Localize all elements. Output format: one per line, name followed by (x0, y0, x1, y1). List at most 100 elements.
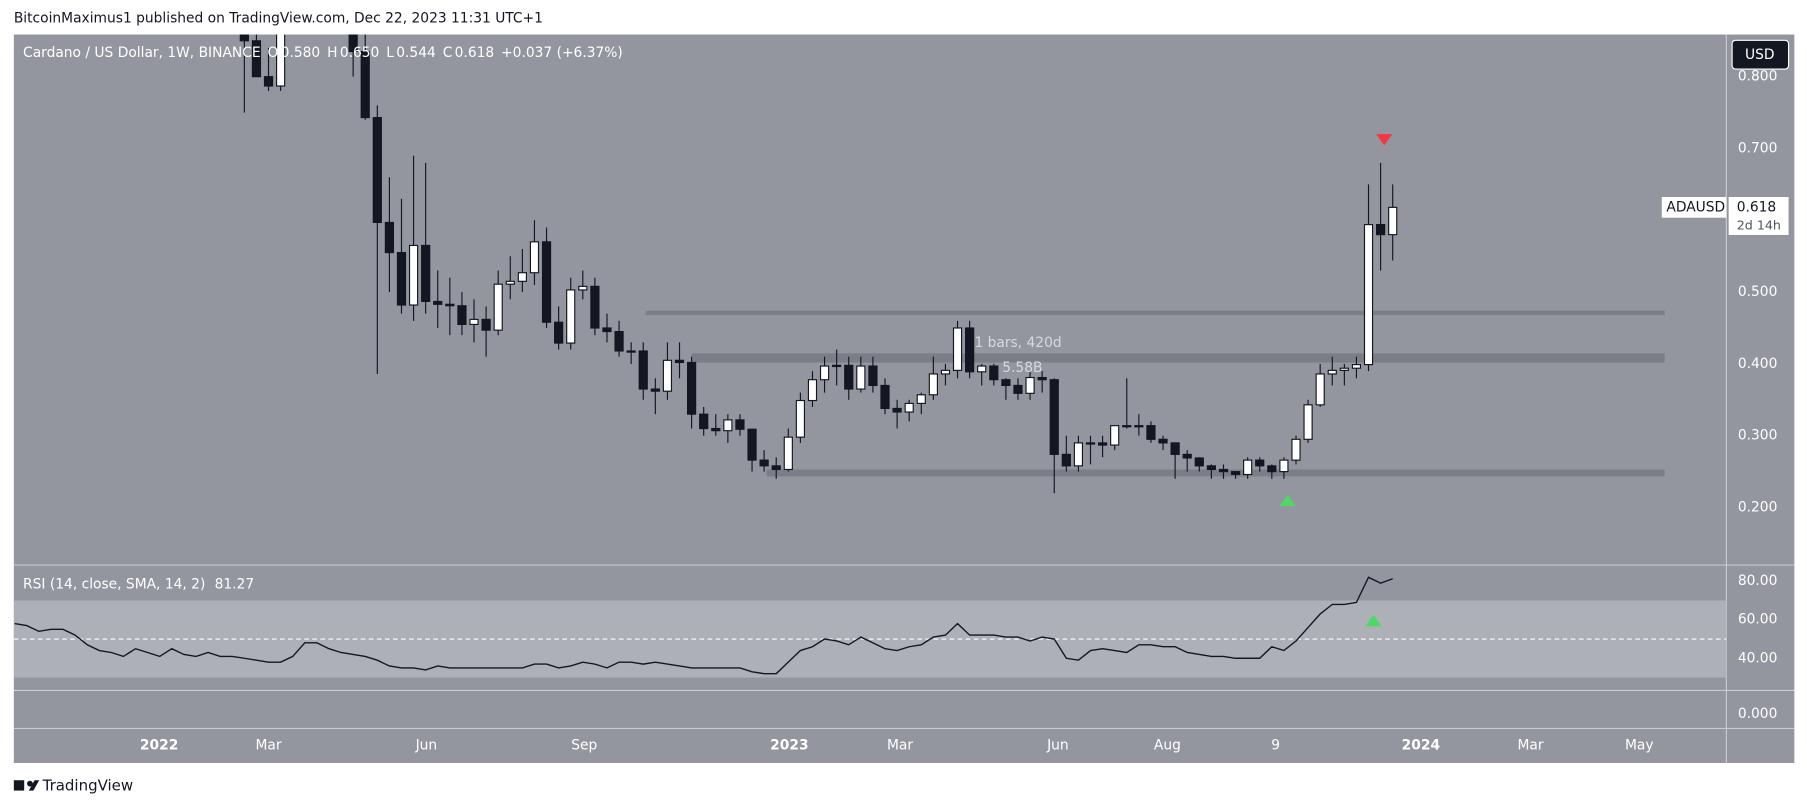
candle-body (445, 303, 455, 307)
symbol-title: Cardano / US Dollar, 1W, BINANCE (23, 45, 261, 61)
candle-body (1073, 442, 1084, 467)
candle-body (989, 365, 999, 381)
candle-body (1061, 453, 1071, 467)
y-tick-label: 0.700 (1738, 140, 1778, 156)
candle-body (578, 285, 588, 291)
candle-body (1230, 471, 1241, 476)
candle-body (662, 359, 673, 392)
candle-body (1122, 425, 1132, 428)
candle-body (433, 300, 443, 305)
candle-body (1037, 376, 1047, 381)
candle-body (771, 465, 781, 471)
x-tick-label: 2022 (140, 738, 178, 754)
candle-body (832, 364, 842, 368)
candle-body (892, 407, 902, 413)
candle-body (916, 394, 926, 404)
candle-body (1085, 442, 1096, 445)
candle-body (1025, 376, 1035, 394)
x-tick-label: Mar (887, 738, 913, 754)
symbol-tag (1661, 197, 1727, 218)
x-tick-label: Sep (571, 738, 597, 754)
footer-brand: TradingView (42, 776, 134, 794)
candle-body (1315, 373, 1325, 406)
candle-body (1376, 224, 1386, 236)
candle-body (493, 283, 503, 331)
ohlc-value: 0.618 (455, 45, 495, 61)
x-tick-label: Jun (1046, 738, 1069, 754)
candle-body (469, 318, 479, 325)
rsi-tick-label: 60.00 (1738, 612, 1778, 628)
signal-marker (1365, 614, 1382, 627)
ohlc-legend: Cardano / US Dollar, 1W, BINANCE O 0.580 H 0… (23, 45, 623, 61)
candle-body (1146, 425, 1156, 440)
candle-body (940, 369, 951, 375)
candle-body (1303, 404, 1313, 440)
rsi-value: 81.27 (215, 577, 255, 593)
candle-body (348, 34, 358, 53)
chart-layer: 1 bars, 420d 5.58B 0.800 0.700 0.500 0.400 0.3… (13, 34, 1789, 754)
x-tick-label: Mar (255, 738, 281, 754)
candle-body (1182, 453, 1192, 459)
candle-body (686, 361, 697, 415)
y-tick-label: 0.400 (1738, 356, 1778, 372)
candle-body (1267, 465, 1277, 473)
candle-body (554, 321, 564, 344)
rsi-tick-label: 40.00 (1738, 650, 1778, 666)
candle-body (505, 280, 515, 285)
currency-button[interactable] (1731, 39, 1790, 70)
ohlc-key: O (268, 45, 279, 61)
candle-body (868, 365, 878, 387)
candle-body (517, 272, 527, 282)
x-tick-label: Aug (1154, 738, 1181, 754)
logo-mark (13, 780, 25, 791)
candle-body (928, 373, 938, 396)
candle-body (783, 436, 793, 471)
candle-body (1255, 459, 1265, 467)
candle-body (699, 413, 709, 430)
candle-body (276, 34, 286, 87)
candle-body (650, 388, 660, 392)
candle-body (735, 419, 745, 430)
candle-body (251, 40, 262, 78)
candle-body (1279, 459, 1289, 473)
rsi-tick-label: 80.00 (1738, 573, 1778, 589)
candle-body (1351, 364, 1362, 369)
publisher-line: BitcoinMaximus1 published on TradingView… (14, 10, 543, 26)
candle-body (1363, 224, 1374, 366)
candle-body (904, 402, 914, 413)
candle-body (1134, 425, 1144, 428)
symbol-tag-label: ADAUSD (1666, 199, 1725, 215)
candle-body (807, 379, 818, 402)
pane-tick-label: 0.000 (1738, 706, 1778, 722)
y-tick-label: 0.500 (1738, 284, 1778, 300)
logo-mark (28, 780, 40, 791)
ohlc-key: H (327, 45, 337, 61)
candle-body (626, 350, 636, 353)
candle-body (819, 365, 830, 381)
candle-body (421, 244, 431, 303)
candle-body (965, 327, 975, 373)
candle-body (1243, 459, 1253, 476)
candle-body (372, 117, 382, 224)
candle-body (1206, 465, 1216, 471)
horizontal-zone (691, 353, 1665, 363)
candle-body (747, 428, 757, 461)
candle-body (1013, 384, 1023, 394)
candle-body (457, 305, 467, 325)
x-tick-label: 2024 (1402, 738, 1440, 754)
candle-body (844, 364, 854, 390)
candle-body (360, 50, 370, 119)
candle-body (1049, 379, 1059, 455)
candle-body (1110, 425, 1120, 446)
candle-body (602, 327, 612, 333)
candle-body (977, 365, 987, 373)
x-tick-label: 9 (1271, 738, 1280, 754)
y-tick-label: 0.200 (1738, 500, 1778, 516)
candle-body (239, 34, 249, 42)
candle-body (541, 241, 552, 323)
ohlc-key: C (443, 45, 453, 61)
candle-body (590, 285, 600, 329)
candle-body (566, 289, 576, 344)
